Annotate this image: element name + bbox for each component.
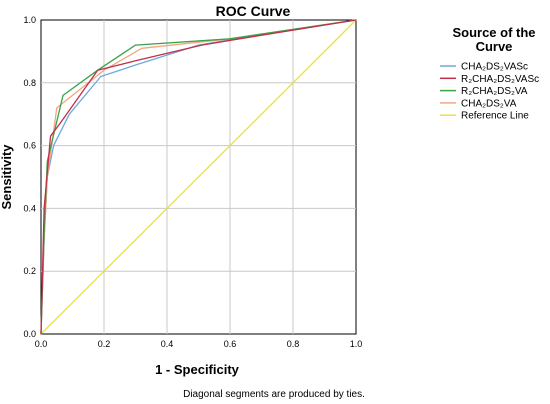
chart-title: ROC Curve: [216, 3, 291, 19]
y-tick-label: 0.8: [23, 78, 36, 88]
series-line-2: [40, 19, 357, 335]
y-tick-label: 0.2: [23, 266, 36, 276]
legend-entry-4: Reference Line: [461, 111, 529, 122]
series-line-4: [40, 19, 357, 335]
x-tick-label: 0.4: [161, 339, 174, 349]
grid-lines: [41, 20, 356, 334]
legend-entry-0: CHA₂DS₂VASc: [461, 62, 528, 73]
x-axis-ticks: 0.0 0.2 0.4 0.6 0.8 1.0: [35, 339, 363, 349]
y-axis-ticks: 0.0 0.2 0.4 0.6 0.8 1.0: [23, 15, 36, 339]
legend-title-line-2: Curve: [476, 39, 513, 54]
x-tick-label: 0.6: [224, 339, 237, 349]
x-tick-label: 0.8: [287, 339, 300, 349]
y-tick-label: 1.0: [23, 15, 36, 25]
legend-title-line-1: Source of the: [452, 25, 535, 40]
y-tick-label: 0.0: [23, 329, 36, 339]
series-line-1: [40, 19, 357, 335]
legend-entry-3: CHA₂DS₂VA: [461, 98, 517, 109]
y-tick-label: 0.6: [23, 141, 36, 151]
legend: CHA₂DS₂VAScR₂CHA₂DS₂VAScR₂CHA₂DS₂VACHA₂D…: [440, 62, 539, 122]
y-axis-label: Sensitivity: [0, 144, 14, 210]
legend-entry-2: R₂CHA₂DS₂VA: [461, 86, 528, 97]
x-tick-label: 0.2: [98, 339, 111, 349]
series-lines: [40, 19, 357, 335]
x-axis-label: 1 - Specificity: [155, 362, 240, 377]
x-tick-label: 0.0: [35, 339, 48, 349]
y-tick-label: 0.4: [23, 203, 36, 213]
footnote: Diagonal segments are produced by ties.: [183, 389, 365, 400]
x-tick-label: 1.0: [350, 339, 363, 349]
legend-entry-1: R₂CHA₂DS₂VASc: [461, 74, 539, 85]
